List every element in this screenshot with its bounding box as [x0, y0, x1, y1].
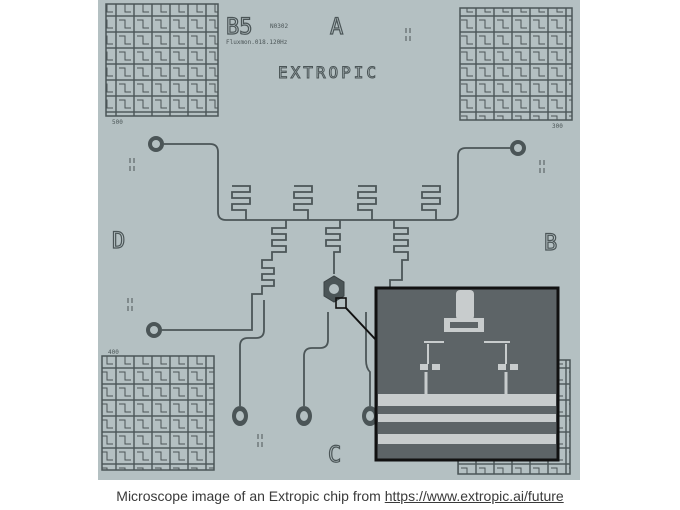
quadrant-label-c: C — [328, 443, 341, 468]
grid-label-top-left: 500 — [112, 119, 123, 126]
grid-array-top-right — [459, 7, 573, 121]
brand-logo: EXTROPIC — [278, 63, 379, 82]
alignment-marks — [127, 28, 545, 447]
chip-microscope-image: 500 300 400 B5 N0302 Fluxmon.018.120Hz A… — [98, 0, 580, 480]
zoom-inset — [374, 286, 560, 462]
zoom-source-box — [335, 297, 347, 309]
chip-sublabel: Fluxmon.018.120Hz — [226, 39, 288, 46]
zoom-callout-line — [345, 307, 377, 341]
quadrant-label-a: A — [330, 15, 343, 40]
chip-label: B5 — [226, 15, 253, 40]
feedline-traces — [162, 143, 510, 406]
grid-label-bottom-left: 400 — [108, 349, 119, 356]
quadrant-label-d: D — [112, 229, 125, 254]
quadrant-label-b: B — [544, 231, 557, 256]
grid-label-top-right: 300 — [552, 123, 563, 130]
grid-array-top-left — [105, 3, 219, 117]
image-caption: Microscope image of an Extropic chip fro… — [0, 488, 680, 504]
caption-text: Microscope image of an Extropic chip fro… — [116, 488, 385, 504]
grid-array-bottom-left — [101, 355, 215, 471]
chip-code: N0302 — [270, 23, 288, 30]
caption-link[interactable]: https://www.extropic.ai/future — [384, 488, 564, 504]
bond-pads — [146, 136, 526, 426]
